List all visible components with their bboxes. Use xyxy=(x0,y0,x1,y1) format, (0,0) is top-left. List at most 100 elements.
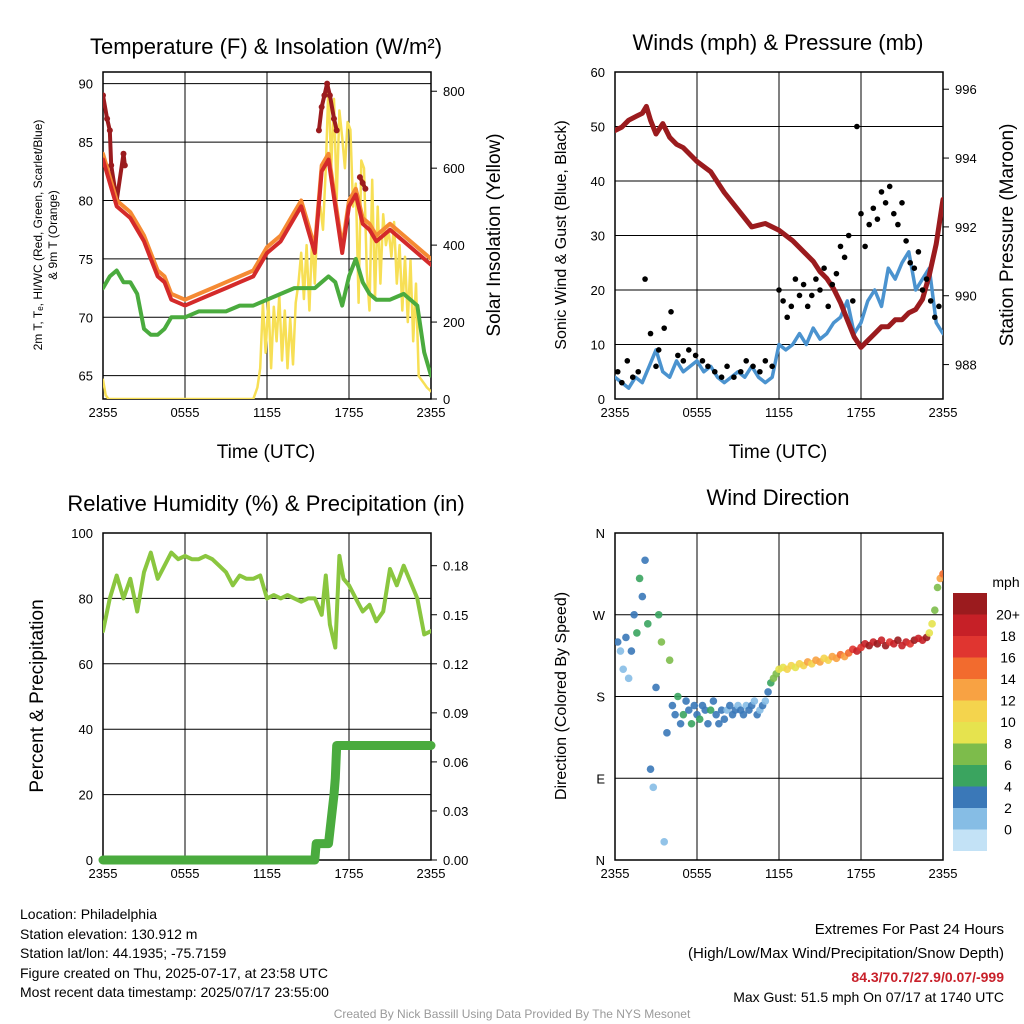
legend-swatch xyxy=(953,636,987,658)
wind-y-tick-label: 30 xyxy=(591,229,605,244)
wind-right-axis-label: Station Pressure (Maroon) xyxy=(997,124,1018,347)
rh-y2-tick-label: 0.18 xyxy=(443,559,468,574)
gust-point xyxy=(615,368,621,375)
gust-point xyxy=(850,298,856,304)
wind-y-tick-label: 40 xyxy=(591,174,605,189)
gust-point xyxy=(878,189,885,195)
temp-series-point xyxy=(359,179,366,186)
wind-y-axis-label: Sonic Wind & Gust (Blue, Black) xyxy=(553,120,570,349)
direction-point xyxy=(925,629,934,637)
extremes-title: Extremes For Past 24 Hours xyxy=(814,921,1004,938)
temp-x-tick-label: 2355 xyxy=(417,405,446,420)
wind-y2-tick-label: 990 xyxy=(955,289,977,304)
figure-created: Figure created on Thu, 2025-07-17, at 23… xyxy=(20,964,328,981)
direction-point xyxy=(715,719,723,728)
gust-point xyxy=(680,358,687,364)
temp-y2-tick-label: 800 xyxy=(443,84,465,99)
gust-point xyxy=(891,210,897,217)
extremes-summary: Extremes For Past 24 Hours (High/Low/Max… xyxy=(688,918,1004,1008)
direction-point xyxy=(671,710,679,719)
gust-point xyxy=(635,368,642,375)
gust-point xyxy=(825,303,831,310)
dir-y-axis-label: Direction (Colored By Speed) xyxy=(553,592,570,800)
temp-series-point xyxy=(333,127,340,134)
temp-series-point xyxy=(324,80,331,87)
legend-label: 20+ xyxy=(996,607,1020,623)
rh-y2-tick-label: 0.00 xyxy=(443,853,468,868)
direction-point xyxy=(931,606,939,615)
direction-point xyxy=(687,719,696,728)
wind-y-tick-label: 10 xyxy=(591,338,605,353)
temp-series-point xyxy=(326,92,333,99)
gust-point xyxy=(874,216,881,222)
wind-y2-tick-label: 996 xyxy=(955,82,977,97)
rh-y-tick-label: 100 xyxy=(71,526,93,541)
rh-series-group xyxy=(103,550,431,650)
temp-y-tick-label: 85 xyxy=(79,135,93,150)
legend-swatch xyxy=(953,765,987,787)
credit-line: Created By Nick Bassill Using Data Provi… xyxy=(333,1007,691,1021)
temp-y-tick-label: 65 xyxy=(79,369,93,384)
temp-series-point xyxy=(315,127,322,134)
wind-x-tick-label: 2355 xyxy=(601,405,630,420)
dir-y-tick-label: N xyxy=(596,526,605,541)
rh-panel-title: Relative Humidity (%) & Precipitation (i… xyxy=(67,491,464,516)
temp-series-point xyxy=(121,162,128,169)
direction-point xyxy=(654,610,663,619)
legend-swatch xyxy=(953,743,987,765)
direction-point xyxy=(720,715,729,724)
gust-point xyxy=(854,123,860,130)
direction-point xyxy=(894,636,902,644)
temp-series-point xyxy=(120,150,127,157)
direction-point xyxy=(633,629,641,637)
gust-point xyxy=(796,292,803,299)
temp-series-point xyxy=(106,127,113,134)
gust-point xyxy=(653,363,659,370)
temp-series-group xyxy=(103,80,431,399)
station-latlon: Station lat/lon: 44.1935; -75.7159 xyxy=(20,945,227,961)
temp-y-tick-label: 90 xyxy=(79,77,93,92)
gust-point xyxy=(619,379,625,386)
gust-point xyxy=(668,309,674,315)
legend-label: 0 xyxy=(1004,822,1012,838)
direction-point xyxy=(933,583,942,592)
rh-x-tick-label: 2355 xyxy=(89,866,118,881)
direction-point xyxy=(615,638,622,646)
gust-point xyxy=(882,200,889,206)
gust-point xyxy=(813,276,819,282)
speed-legend-unit: mph xyxy=(992,574,1019,590)
gust-point xyxy=(743,358,749,364)
legend-swatch xyxy=(953,593,987,615)
station-info: Location: Philadelphia Station elevation… xyxy=(20,905,329,1003)
direction-point xyxy=(665,656,674,664)
legend-swatch xyxy=(953,700,987,722)
direction-point xyxy=(663,729,671,737)
gust-point xyxy=(776,287,782,293)
direction-point xyxy=(652,683,660,692)
direction-point xyxy=(676,719,685,728)
humidity-precip-panel: Relative Humidity (%) & Precipitation (i… xyxy=(27,491,468,881)
direction-point xyxy=(660,838,668,846)
precipitation-series-line xyxy=(98,741,436,865)
direction-point xyxy=(624,674,633,683)
gust-point xyxy=(780,298,786,304)
legend-swatch xyxy=(953,722,987,744)
direction-point xyxy=(739,710,748,719)
dir-y-tick-label: E xyxy=(596,771,605,786)
gust-point xyxy=(757,368,763,375)
temp-series-point xyxy=(103,92,106,99)
station-location: Location: Philadelphia xyxy=(20,906,157,922)
wind-speed-series-line xyxy=(615,250,943,390)
temp-y2-tick-label: 0 xyxy=(443,392,450,407)
legend-label: 8 xyxy=(1004,736,1012,752)
dir-x-tick-label: 2355 xyxy=(929,866,958,881)
rh-y2-tick-label: 0.12 xyxy=(443,657,468,672)
direction-point xyxy=(761,697,770,705)
temperature-insolation-panel: Temperature (F) & Insolation (W/m²) Time… xyxy=(31,34,505,463)
dir-plot-frame xyxy=(614,532,944,861)
rh-y-tick-label: 80 xyxy=(79,591,93,606)
legend-swatch xyxy=(953,679,987,701)
wind-y-tick-label: 20 xyxy=(591,283,605,298)
legend-swatch xyxy=(953,786,987,808)
